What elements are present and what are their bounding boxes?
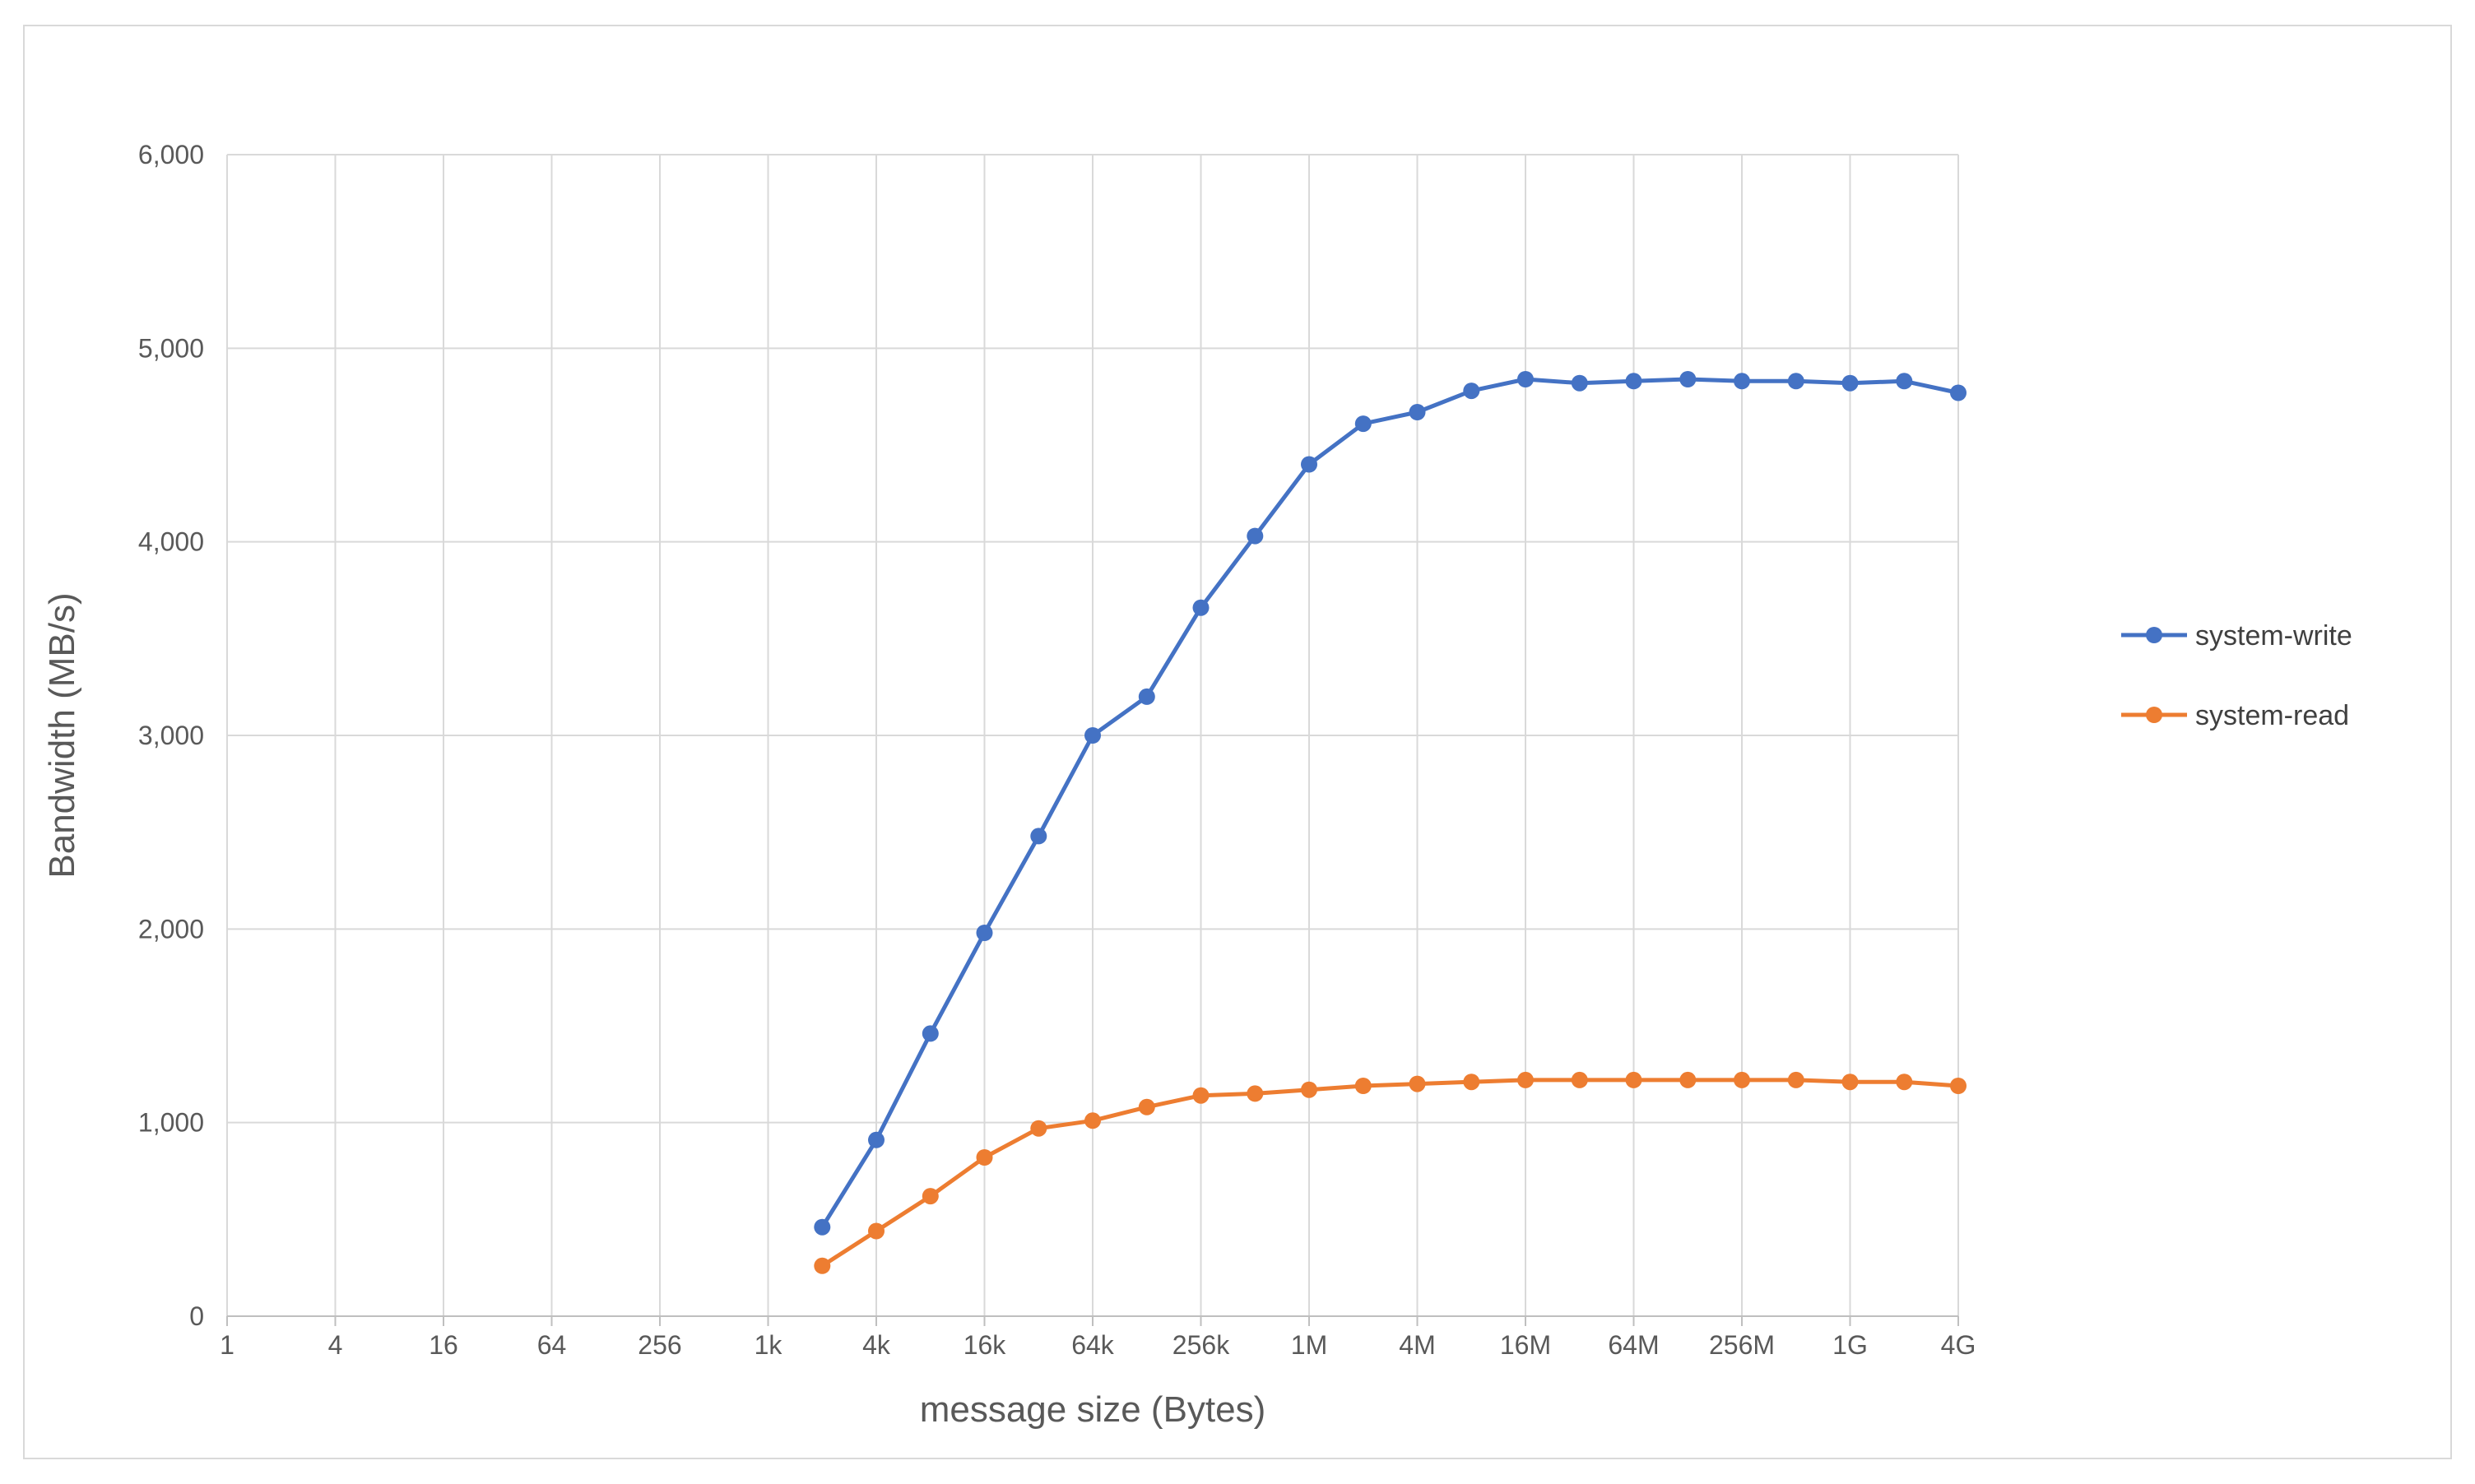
y-tick-label: 0 — [189, 1301, 204, 1331]
gridlines — [226, 154, 1959, 1316]
legend-swatch-marker — [2146, 707, 2162, 723]
data-point — [1463, 383, 1480, 400]
y-tick-label: 2,000 — [138, 914, 204, 944]
data-point — [868, 1131, 885, 1148]
x-tick-label: 4 — [328, 1330, 343, 1360]
data-point — [922, 1188, 939, 1205]
data-point — [922, 1025, 939, 1042]
x-tick-label: 16k — [964, 1330, 1007, 1360]
axes — [226, 1315, 1959, 1326]
data-point — [1734, 373, 1750, 390]
x-tick-label: 1k — [755, 1330, 783, 1360]
x-tick-label: 256 — [638, 1330, 681, 1360]
data-point — [1625, 373, 1642, 390]
x-tick-label: 4G — [1941, 1330, 1976, 1360]
data-point — [1571, 1071, 1588, 1088]
data-point — [1734, 1071, 1750, 1088]
data-point — [1192, 599, 1210, 616]
data-point — [1084, 727, 1101, 744]
data-point — [814, 1218, 831, 1236]
series-system-read — [814, 1071, 1967, 1274]
data-point — [1679, 1071, 1697, 1088]
y-tick-label: 5,000 — [138, 333, 204, 363]
x-tick-label: 64 — [537, 1330, 567, 1360]
x-tick-label: 64k — [1071, 1330, 1115, 1360]
y-tick-label: 4,000 — [138, 527, 204, 557]
data-point — [1463, 1074, 1480, 1091]
data-point — [1950, 1078, 1967, 1094]
series-line — [820, 1078, 1959, 1268]
x-tick-label: 256M — [1709, 1330, 1775, 1360]
x-tick-label: 256k — [1172, 1330, 1230, 1360]
legend: system-write system-read — [2121, 620, 2352, 731]
data-point — [1138, 688, 1155, 705]
x-axis-title: message size (Bytes) — [920, 1389, 1266, 1430]
y-tick-label: 1,000 — [138, 1108, 204, 1138]
data-point — [814, 1257, 831, 1274]
data-point — [1517, 371, 1534, 387]
y-tick-label: 3,000 — [138, 721, 204, 750]
data-point — [1571, 374, 1588, 392]
data-point — [1301, 456, 1317, 473]
legend-item: system-write — [2121, 620, 2352, 652]
line-chart: 0 1,000 2,000 3,000 4,000 5,000 6,000 1 4 16 64 256… — [42, 140, 2352, 1430]
x-tick-label: 1G — [1832, 1330, 1868, 1360]
chart-frame: 0 1,000 2,000 3,000 4,000 5,000 6,000 1 4 16 64 256… — [23, 25, 2452, 1459]
data-point — [868, 1222, 885, 1240]
data-point — [1896, 373, 1913, 390]
data-point — [1247, 527, 1264, 545]
legend-item: system-read — [2121, 700, 2349, 731]
x-tick-label: 16 — [429, 1330, 458, 1360]
data-point — [1841, 374, 1859, 392]
x-tick-label: 4k — [862, 1330, 891, 1360]
data-point — [1138, 1098, 1155, 1115]
legend-swatch-marker — [2146, 627, 2162, 643]
x-tick-label: 1 — [220, 1330, 234, 1360]
series-line — [820, 377, 1959, 1229]
x-tick-label: 64M — [1608, 1330, 1659, 1360]
x-tick-label: 16M — [1500, 1330, 1551, 1360]
y-tick-label: 6,000 — [138, 140, 204, 169]
data-point — [1787, 1071, 1804, 1088]
legend-label: system-write — [2195, 620, 2352, 652]
x-tick-label: 1M — [1291, 1330, 1327, 1360]
data-point — [1030, 828, 1047, 845]
data-point — [1354, 1078, 1372, 1094]
data-point — [1192, 1087, 1210, 1104]
data-point — [1247, 1085, 1264, 1102]
data-point — [1950, 384, 1967, 401]
data-point — [1084, 1112, 1101, 1129]
data-point — [1841, 1074, 1859, 1091]
data-point — [1301, 1081, 1317, 1098]
data-point — [1409, 1075, 1426, 1092]
data-point — [976, 925, 993, 941]
data-point — [1517, 1071, 1534, 1088]
data-point — [1625, 1071, 1642, 1088]
y-axis-title: Bandwidth (MB/s) — [42, 592, 82, 878]
x-tick-label: 4M — [1399, 1330, 1435, 1360]
legend-label: system-read — [2195, 700, 2349, 731]
series-system-write — [814, 371, 1967, 1236]
tick-labels: 0 1,000 2,000 3,000 4,000 5,000 6,000 1 4 16 64 256… — [138, 140, 1976, 1360]
data-point — [1030, 1120, 1047, 1137]
data-point — [976, 1149, 993, 1166]
data-point — [1679, 371, 1697, 387]
data-point — [1409, 404, 1426, 420]
data-point — [1354, 415, 1372, 433]
data-point — [1787, 373, 1804, 390]
series-lines — [814, 371, 1967, 1274]
data-point — [1896, 1074, 1913, 1091]
